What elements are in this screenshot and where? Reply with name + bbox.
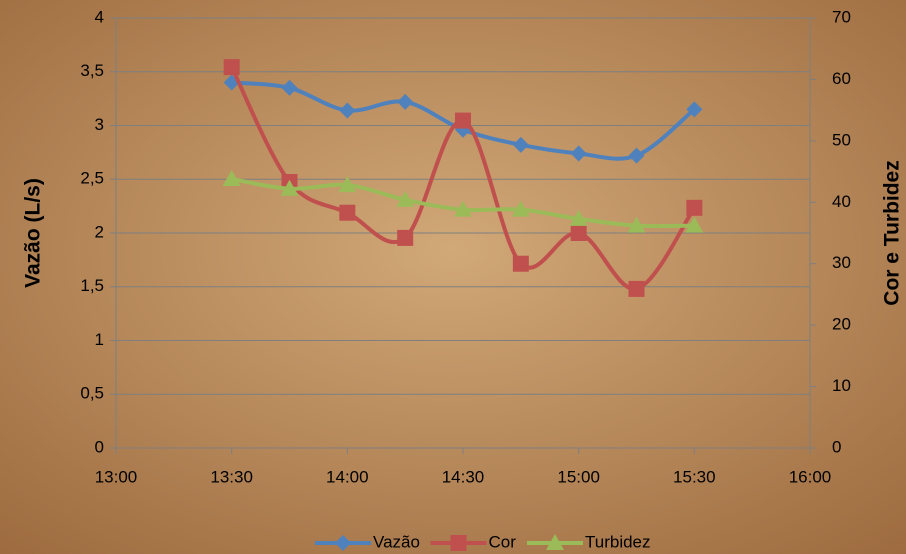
x-tick-label: 15:00 bbox=[557, 467, 600, 486]
marker bbox=[546, 534, 564, 550]
x-tick-label: 14:30 bbox=[442, 467, 485, 486]
y2-tick-label: 30 bbox=[832, 253, 851, 272]
marker bbox=[397, 229, 414, 246]
marker bbox=[223, 59, 240, 76]
marker bbox=[512, 136, 529, 153]
legend-label: Turbidez bbox=[585, 532, 651, 551]
marker bbox=[686, 101, 703, 118]
y-tick-label: 2 bbox=[95, 222, 104, 241]
y-tick-label: 2,5 bbox=[80, 169, 104, 188]
marker bbox=[396, 190, 415, 207]
legend-label: Vazão bbox=[373, 532, 420, 551]
legend-label: Cor bbox=[489, 532, 517, 551]
y-tick-label: 3 bbox=[95, 115, 104, 134]
x-tick-label: 13:00 bbox=[95, 467, 138, 486]
y-tick-label: 3,5 bbox=[80, 61, 104, 80]
x-tick-label: 16:00 bbox=[789, 467, 832, 486]
x-tick-label: 13:30 bbox=[210, 467, 253, 486]
y-axis-title: Vazão (L/s) bbox=[22, 178, 45, 288]
marker bbox=[512, 255, 529, 272]
marker bbox=[686, 199, 703, 216]
y-tick-label: 0,5 bbox=[80, 384, 104, 403]
marker bbox=[569, 209, 588, 226]
y2-tick-label: 60 bbox=[832, 69, 851, 88]
marker bbox=[511, 200, 530, 217]
marker bbox=[450, 535, 467, 551]
marker bbox=[281, 79, 298, 96]
marker bbox=[570, 145, 587, 162]
y2-tick-label: 20 bbox=[832, 315, 851, 334]
marker bbox=[628, 147, 645, 164]
y2-tick-label: 0 bbox=[832, 437, 841, 456]
marker bbox=[627, 216, 646, 233]
marker bbox=[628, 280, 645, 297]
marker bbox=[335, 535, 351, 551]
y2-axis-title: Cor e Turbidez bbox=[881, 160, 904, 305]
y2-tick-label: 40 bbox=[832, 192, 851, 211]
marker bbox=[455, 112, 471, 129]
marker bbox=[280, 179, 299, 196]
x-tick-label: 14:00 bbox=[326, 467, 369, 486]
x-tick-label: 15:30 bbox=[673, 467, 716, 486]
y2-tick-label: 50 bbox=[832, 130, 851, 149]
marker bbox=[222, 169, 241, 186]
marker bbox=[685, 216, 704, 233]
y2-tick-label: 10 bbox=[832, 376, 851, 395]
y2-tick-label: 70 bbox=[832, 7, 851, 26]
y-tick-label: 0 bbox=[95, 437, 104, 456]
y-tick-label: 4 bbox=[95, 7, 104, 26]
marker bbox=[454, 200, 472, 217]
marker bbox=[338, 176, 357, 193]
y-tick-label: 1,5 bbox=[80, 276, 104, 295]
marker bbox=[339, 102, 356, 119]
marker bbox=[397, 93, 414, 110]
marker bbox=[339, 204, 356, 221]
y-tick-label: 1 bbox=[95, 330, 104, 349]
marker bbox=[570, 225, 587, 241]
